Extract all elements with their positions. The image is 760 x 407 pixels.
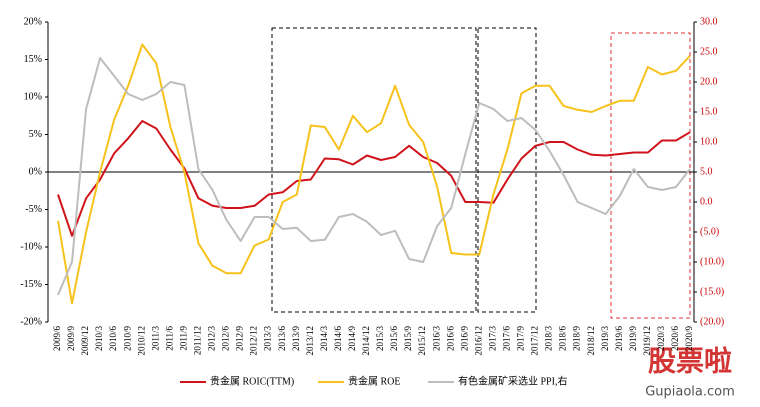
y-tick-label: -15%	[20, 279, 42, 290]
y-tick-label: -5%	[25, 204, 42, 215]
x-tick-label: 2019/6	[614, 326, 624, 352]
x-tick-label: 2012/3	[207, 326, 217, 352]
y2-tick-label: 15.0	[700, 106, 718, 117]
x-tick-label: 2011/3	[150, 326, 160, 351]
x-tick-label: 2015/12	[417, 326, 427, 356]
x-tick-label: 2019/9	[628, 326, 638, 352]
x-tick-label: 2020/6	[670, 326, 680, 352]
x-tick-label: 2010/3	[94, 326, 104, 352]
x-tick-label: 2011/12	[193, 326, 203, 355]
y-tick-label: 15%	[24, 54, 42, 65]
x-tick-label: 2017/6	[501, 326, 511, 352]
highlight-box	[610, 32, 691, 319]
x-tick-label: 2009/6	[52, 326, 62, 352]
y-tick-label: 10%	[24, 91, 42, 102]
y-tick-label: 5%	[29, 129, 42, 140]
x-tick-label: 2013/3	[263, 326, 273, 352]
x-tick-label: 2010/6	[108, 326, 118, 352]
x-tick-label: 2016/12	[473, 326, 483, 356]
y2-tick-label: 20.0	[700, 76, 718, 87]
y2-tick-label: 5.0	[700, 166, 713, 177]
legend-label: 贵金属 ROIC(TTM)	[210, 374, 294, 387]
y-tick-label: -20%	[20, 316, 42, 327]
x-tick-label: 2016/9	[459, 326, 469, 352]
x-tick-label: 2018/12	[586, 326, 596, 356]
x-tick-label: 2014/12	[361, 326, 371, 356]
x-tick-label: 2011/9	[178, 326, 188, 351]
y2-tick-label: 25.0	[700, 46, 718, 57]
y2-tick-label: 10.0	[700, 136, 718, 147]
x-tick-label: 2010/9	[122, 326, 132, 352]
x-tick-label: 2013/6	[277, 326, 287, 352]
x-tick-label: 2010/12	[136, 326, 146, 356]
x-tick-label: 2018/3	[544, 326, 554, 352]
highlight-box	[477, 27, 537, 313]
series-line	[57, 57, 691, 296]
x-tick-label: 2014/3	[319, 326, 329, 352]
x-tick-label: 2019/12	[642, 326, 652, 356]
legend-label: 有色金属矿采选业 PPI,右	[458, 374, 567, 387]
x-tick-label: 2017/3	[487, 326, 497, 352]
watermark: 股票啦 Gupiaola.com	[645, 344, 735, 399]
y2-tick-label: (15.0)	[700, 286, 724, 297]
series-line	[57, 43, 691, 305]
x-tick-label: 2016/6	[445, 326, 455, 352]
y2-tick-label: (20.0)	[700, 316, 724, 327]
x-tick-label: 2015/3	[375, 326, 385, 352]
x-tick-label: 2009/9	[66, 326, 76, 352]
x-tick-label: 2020/9	[684, 326, 694, 352]
highlight-box	[271, 27, 477, 313]
x-tick-label: 2015/6	[389, 326, 399, 352]
x-tick-label: 2009/12	[80, 326, 90, 356]
x-tick-label: 2012/9	[235, 326, 245, 352]
legend-label: 贵金属 ROE	[348, 374, 401, 387]
x-tick-label: 2019/3	[600, 326, 610, 352]
x-tick-label: 2018/9	[572, 326, 582, 352]
x-tick-label: 2014/9	[347, 326, 357, 352]
y2-tick-label: 0.0	[700, 196, 713, 207]
x-tick-label: 2012/12	[249, 326, 259, 356]
series-line	[57, 120, 691, 237]
x-tick-label: 2012/6	[221, 326, 231, 352]
x-tick-label: 2020/3	[656, 326, 666, 352]
x-tick-label: 2017/9	[516, 326, 526, 352]
y2-tick-label: 30.0	[700, 16, 718, 27]
y-tick-label: 20%	[24, 16, 42, 27]
y2-tick-label: (10.0)	[700, 256, 724, 267]
x-tick-label: 2011/6	[164, 326, 174, 351]
x-tick-label: 2014/6	[333, 326, 343, 352]
x-tick-label: 2015/9	[403, 326, 413, 352]
watermark-site: Gupiaola.com	[645, 385, 735, 400]
y2-tick-label: (5.0)	[700, 226, 719, 237]
x-tick-label: 2016/3	[431, 326, 441, 352]
watermark-text: 股票啦	[648, 344, 732, 377]
x-tick-label: 2013/9	[291, 326, 301, 352]
y-tick-label: -10%	[20, 241, 42, 252]
y-tick-label: 0%	[29, 166, 42, 177]
x-tick-label: 2017/12	[530, 326, 540, 356]
x-tick-label: 2013/12	[305, 326, 315, 356]
x-tick-label: 2018/6	[558, 326, 568, 352]
